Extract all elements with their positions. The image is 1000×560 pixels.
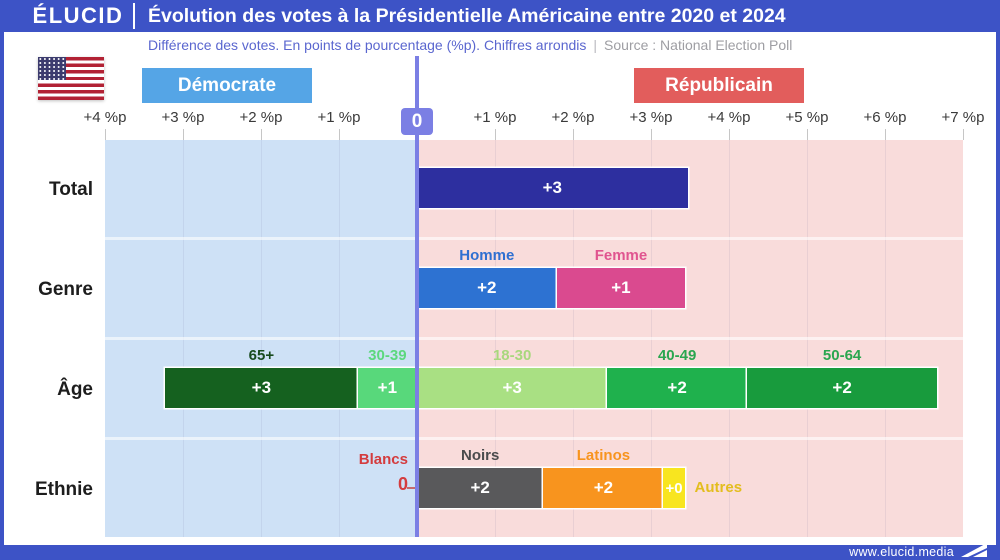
axis-tick-label: +3 %p (161, 109, 205, 126)
axis-tick-mark (105, 129, 106, 140)
bar-30-39: +1 (357, 368, 417, 408)
bar-50-64: +2 (746, 368, 938, 408)
bar-value-18-30: +3 (502, 378, 522, 397)
footer-bar: www.elucid.media (0, 543, 1000, 560)
footer-url[interactable]: www.elucid.media (849, 545, 954, 559)
axis-tick-label: +5 %p (785, 109, 829, 126)
bar-latinos: +2 (543, 468, 664, 508)
bar-value-40-49: +2 (667, 378, 687, 397)
bar-homme: +2 (417, 268, 557, 308)
bar-label-40-49: 40-49 (657, 347, 697, 364)
bar-value-total: +3 (542, 178, 563, 197)
axis-tick-label: +1 %p (473, 109, 517, 126)
axis-tick-mark (339, 129, 340, 140)
row-label-genre: Genre (38, 279, 93, 300)
source-label: Source : National Election Poll (604, 37, 793, 53)
elucid-logo: ÉLUCID (32, 3, 124, 28)
band-separator (105, 337, 963, 340)
axis-tick-mark (729, 129, 730, 140)
bar-label-noirs: Noirs (461, 447, 500, 464)
axis-tick-label: +1 %p (317, 109, 361, 126)
chart-subtitle: Différence des votes. En points de pourc… (148, 37, 587, 53)
bar-label-blancs: Blancs (358, 451, 408, 468)
bar-65: +3 (165, 368, 358, 408)
zero-dash (407, 487, 415, 489)
bar-value-autres: +0 (665, 479, 683, 497)
axis-tick-mark (261, 129, 262, 140)
bar-value-50-64: +2 (832, 378, 852, 397)
legend-democrate-badge: Démocrate (142, 68, 312, 103)
bar-total: +3 (417, 168, 688, 208)
zero-axis-line (415, 56, 419, 537)
legend-republicain-badge: Républicain (634, 68, 804, 103)
row-label-ethnie: Ethnie (34, 479, 93, 500)
us-flag-canton (38, 57, 66, 80)
bar-value-noirs: +2 (470, 478, 490, 497)
bar-autres: +0 (663, 468, 685, 508)
axis-tick-label: +4 %p (83, 109, 127, 126)
zero-marker: 0 (401, 108, 433, 135)
us-flag-icon (38, 57, 104, 100)
axis-tick-label: +7 %p (941, 109, 985, 126)
band-separator (105, 437, 963, 440)
bar-value-blancs: 0 (397, 474, 408, 494)
subtitle-row: Différence des votes. En points de pourc… (148, 32, 792, 58)
bar-label-18-30: 18-30 (492, 347, 532, 364)
band-separator (105, 237, 963, 240)
bar-noirs: +2 (417, 468, 544, 508)
axis-tick-mark (495, 129, 496, 140)
row-label-total: Total (49, 179, 93, 200)
bar-18-30: +3 (417, 368, 608, 408)
bar-value-homme: +2 (477, 278, 497, 297)
bar-label-65: 65+ (248, 347, 275, 364)
elucid-flag-icon (960, 540, 988, 560)
page-title: Évolution des votes à la Présidentielle … (148, 5, 786, 27)
axis-tick-mark (963, 129, 964, 140)
bar-label-femme: Femme (594, 247, 648, 264)
bar-value-latinos: +2 (593, 478, 614, 497)
axis-tick-mark (651, 129, 652, 140)
axis-tick-mark (885, 129, 886, 140)
axis-tick-label: +6 %p (863, 109, 907, 126)
axis-tick-mark (183, 129, 184, 140)
frame-border-left (0, 0, 4, 560)
header-bar: ÉLUCID Évolution des votes à la Présiden… (0, 0, 1000, 32)
bar-40-49: +2 (607, 368, 747, 408)
frame-border-right (996, 0, 1000, 560)
axis-tick-label: +2 %p (239, 109, 283, 126)
bar-value-30-39: +1 (377, 378, 398, 397)
bar-label-50-64: 50-64 (822, 347, 862, 364)
axis-tick-label: +3 %p (629, 109, 673, 126)
row-label-age: Âge (57, 379, 93, 400)
bar-label-latinos: Latinos (576, 447, 631, 464)
bar-value-65: +3 (251, 378, 272, 397)
bar-label-homme: Homme (459, 247, 515, 264)
subtitle-separator: | (593, 37, 598, 53)
axis-tick-label: +2 %p (551, 109, 595, 126)
header-divider (133, 3, 135, 29)
axis-tick-mark (573, 129, 574, 140)
axis-tick-mark (807, 129, 808, 140)
axis-tick-label: +4 %p (707, 109, 751, 126)
bar-label-autres: Autres (694, 479, 743, 496)
bar-value-femme: +1 (611, 278, 631, 297)
bar-femme: +1 (556, 268, 686, 308)
bar-label-30-39: 30-39 (368, 347, 407, 364)
